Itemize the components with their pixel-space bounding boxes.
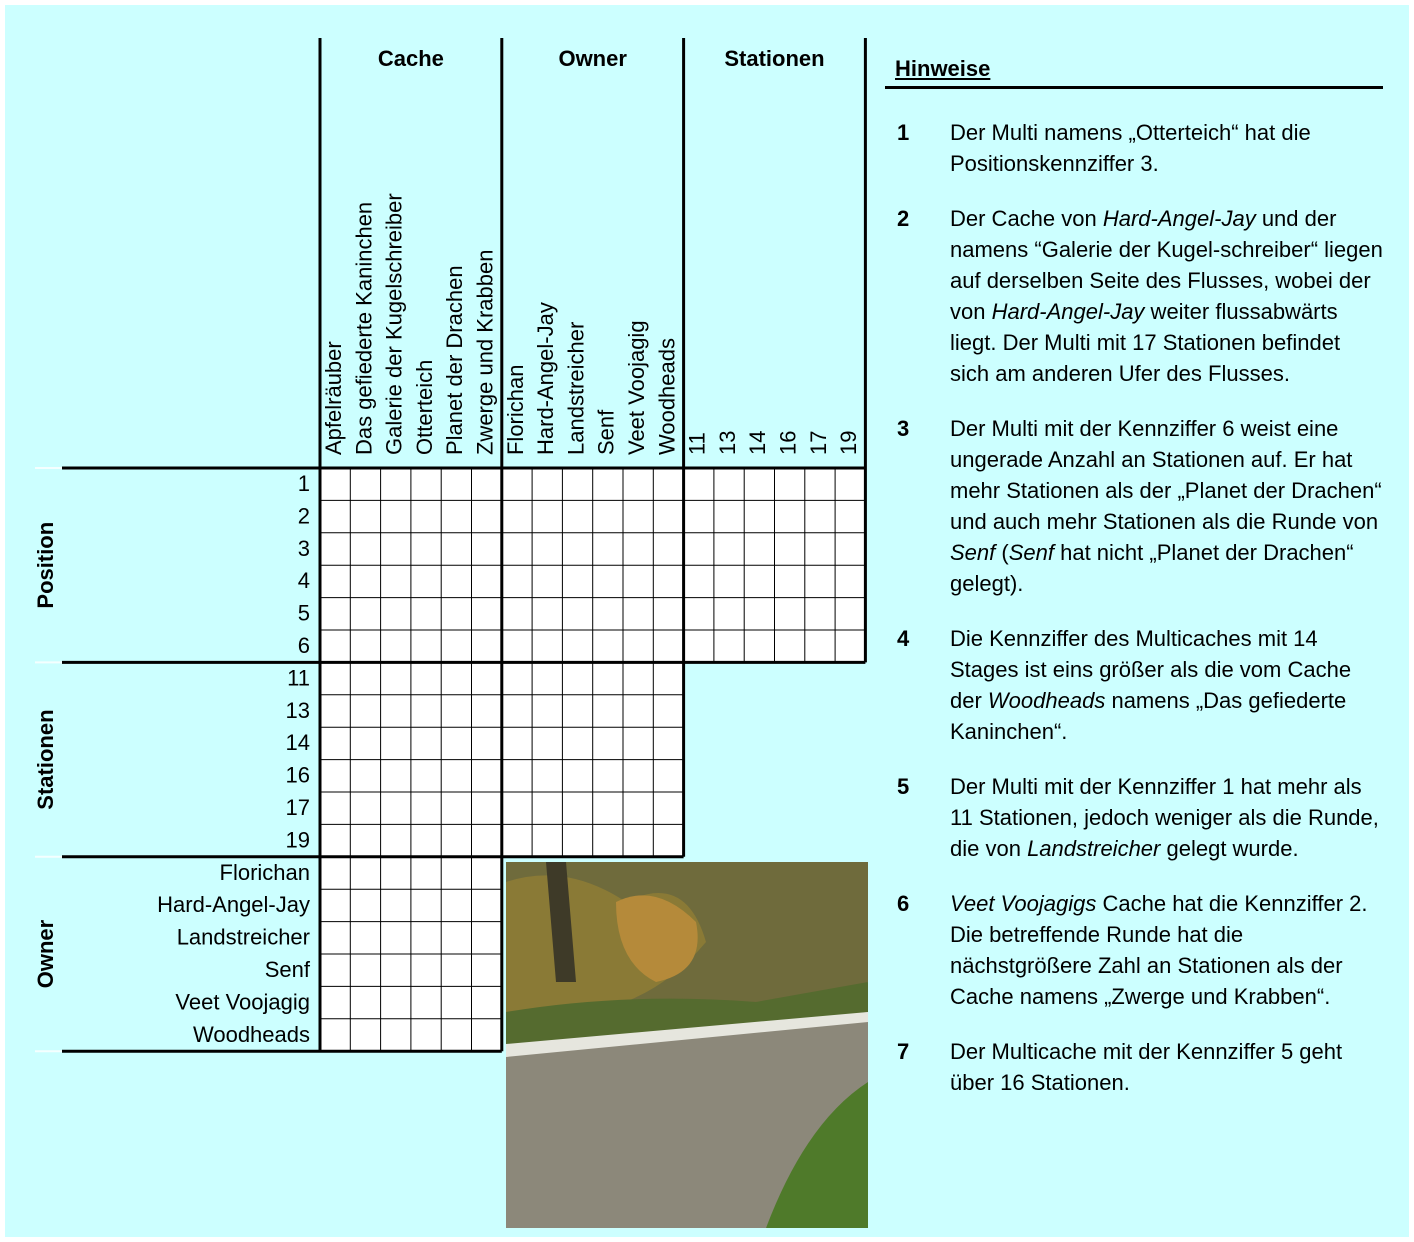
hint-name: Senf <box>950 540 996 565</box>
hint-number: 3 <box>897 416 910 441</box>
row-label: 5 <box>298 601 310 626</box>
column-label: Florichan <box>503 365 528 455</box>
photo-grass <box>766 1082 868 1228</box>
column-label: Otterteich <box>412 360 437 455</box>
photo-trunk <box>546 862 576 982</box>
column-label: Senf <box>594 409 619 455</box>
row-label: 19 <box>286 827 310 852</box>
hint-text-part: Der Multi mit der Kennziffer 1 hat mehr … <box>950 774 1379 861</box>
column-label: Galerie der Kugelschreiber <box>382 193 407 455</box>
hint: 4 Die Kennziffer des Multicaches mit 14 S… <box>885 623 1383 747</box>
column-group-title: Stationen <box>724 46 824 71</box>
column-label: 17 <box>806 431 831 455</box>
column-label: Apfelräuber <box>321 341 346 455</box>
column-label: Das gefiederte Kaninchen <box>351 202 376 455</box>
hint-text: Die Kennziffer des Multicaches mit 14 St… <box>950 623 1383 747</box>
hint: 6 Veet Voojagigs Cache hat die Kennziffer… <box>885 888 1383 1012</box>
row-label: Hard-Angel-Jay <box>157 892 310 917</box>
hint-name: Landstreicher <box>1027 836 1161 861</box>
hint-text-part: Cache hat die Kennziffer 2. Die betreffe… <box>950 891 1368 1009</box>
hint-text-part: und der namens “Galerie der Kugel-schrei… <box>950 206 1383 324</box>
column-label: Zwerge und Krabben <box>472 250 497 455</box>
row-label: Veet Voojagig <box>175 989 310 1014</box>
hint-number: 5 <box>897 774 910 799</box>
row-label: 14 <box>286 730 310 755</box>
row-label: 16 <box>286 763 310 788</box>
column-label: 11 <box>685 432 710 455</box>
hint-list: 1 Der Multi namens „Otterteich“ hat die P… <box>885 117 1383 1098</box>
row-label: 13 <box>286 698 310 723</box>
row-label: 1 <box>298 471 310 496</box>
hint-text-part: Die Kennziffer des Multicaches mit 14 St… <box>950 626 1352 713</box>
column-label: Landstreicher <box>563 322 588 455</box>
column-label: Planet der Drachen <box>442 265 467 455</box>
hint: 7 Der Multicache mit der Kennziffer 5 geh… <box>885 1036 1383 1098</box>
row-label: 3 <box>298 536 310 561</box>
hint-text-part: Der Multicache mit der Kennziffer 5 geht… <box>950 1039 1343 1095</box>
hint-text-part: namens „Das gefiederte Kaninchen“. <box>950 688 1347 744</box>
photo-autumn <box>616 895 698 982</box>
hint-name: Hard-Angel-Jay <box>1102 206 1256 231</box>
column-label: 14 <box>745 431 770 455</box>
hint-text: Der Cache von Hard-Angel-Jay und der nam… <box>950 203 1383 389</box>
hint-text-part: gelegt wurde. <box>1160 836 1299 861</box>
hint-text: Veet Voojagigs Cache hat die Kennziffer … <box>950 888 1383 1012</box>
row-group-title: Position <box>33 522 58 609</box>
hint-text-part: Der Cache von <box>950 206 1103 231</box>
hint: 5 Der Multi mit der Kennziffer 1 hat mehr… <box>885 771 1383 864</box>
hint: 1 Der Multi namens „Otterteich“ hat die P… <box>885 117 1383 179</box>
hint-name: Woodheads <box>987 688 1106 713</box>
hint-name: Hard-Angel-Jay <box>991 299 1145 324</box>
hint-text-part: weiter flussabwärts liegt. Der Multi mit… <box>950 299 1341 386</box>
hints-title: Hinweise <box>885 53 1383 89</box>
column-label: Hard-Angel-Jay <box>533 302 558 455</box>
hint-number: 6 <box>897 891 910 916</box>
column-label: 13 <box>715 431 740 455</box>
row-group-title: Stationen <box>33 709 58 809</box>
row-label: 17 <box>286 795 310 820</box>
row-group-title: Owner <box>33 919 58 988</box>
hint-name: Senf <box>1008 540 1054 565</box>
row-label: Woodheads <box>193 1022 310 1047</box>
row-label: 4 <box>298 568 310 593</box>
hint: 3 Der Multi mit der Kennziffer 6 weist ei… <box>885 413 1383 599</box>
column-label: 19 <box>836 431 861 455</box>
puzzle-page: Cache Apfelräuber Das gefiederte Kaninchen… <box>5 5 1409 1237</box>
row-label: Landstreicher <box>177 925 310 950</box>
row-label: 6 <box>298 633 310 658</box>
hint-text-part: Der Multi mit der Kennziffer 6 weist ein… <box>950 416 1382 534</box>
photo-weir <box>506 1012 868 1057</box>
row-label: Senf <box>265 957 311 982</box>
hint-text: Der Multicache mit der Kennziffer 5 geht… <box>950 1036 1383 1098</box>
hint-text: Der Multi namens „Otterteich“ hat die Po… <box>950 117 1383 179</box>
hint-text: Der Multi mit der Kennziffer 1 hat mehr … <box>950 771 1383 864</box>
row-label: Florichan <box>220 860 310 885</box>
hint: 2 Der Cache von Hard-Angel-Jay und der na… <box>885 203 1383 389</box>
hint-number: 4 <box>897 626 910 651</box>
hint-name: Veet Voojagigs <box>950 891 1097 916</box>
hint-text-part: Der Multi namens „Otterteich“ hat die Po… <box>950 120 1311 176</box>
hint-number: 7 <box>897 1039 910 1064</box>
hints-panel: Hinweise 1 Der Multi namens „Otterteich“ … <box>885 53 1383 1122</box>
hint-number: 2 <box>897 206 910 231</box>
hint-text: Der Multi mit der Kennziffer 6 weist ein… <box>950 413 1383 599</box>
photo-water <box>506 1012 868 1228</box>
row-label: 2 <box>298 503 310 528</box>
hint-number: 1 <box>897 120 910 145</box>
row-label: 11 <box>287 665 310 690</box>
column-label: Veet Voojagig <box>624 320 649 455</box>
hint-text-part: hat nicht „Planet der Drachen“ gelegt). <box>950 540 1354 596</box>
column-group-title: Owner <box>558 46 627 71</box>
river-photo <box>506 862 868 1228</box>
hint-text-part: ( <box>995 540 1009 565</box>
column-label: 16 <box>775 431 800 455</box>
puzzle-grid: Cache Apfelräuber Das gefiederte Kaninchen… <box>33 38 868 1228</box>
column-label: Woodheads <box>654 338 679 455</box>
column-group-title: Cache <box>378 46 444 71</box>
